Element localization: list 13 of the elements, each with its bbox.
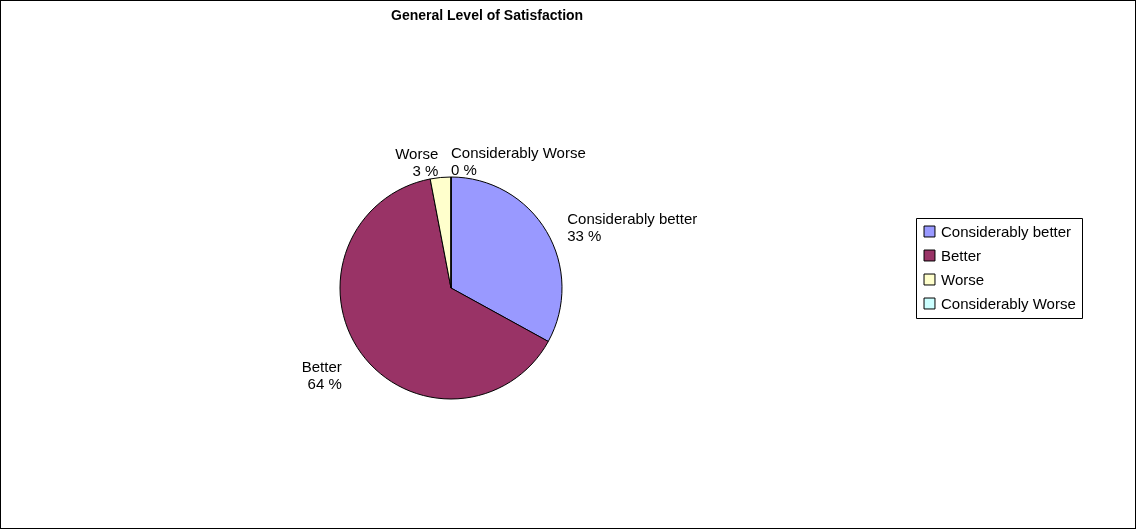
category-label: Considerably Worse [451, 144, 586, 161]
text: 0 % [451, 161, 477, 178]
chart-title: General Level of Satisfaction [391, 7, 584, 23]
legend-label: Considerably better [941, 222, 1072, 240]
legend-label: Worse [941, 270, 985, 288]
slice-label: Considerably better [567, 210, 698, 228]
data-label: 64 % [307, 375, 342, 393]
data-label: 33 % [567, 227, 602, 245]
legend-label: Better [941, 246, 982, 264]
legend-label: Considerably Worse [941, 294, 1076, 312]
slice-label: Worse [395, 144, 439, 162]
data-label: 3 % [412, 161, 439, 179]
slice-label: Better [301, 358, 342, 376]
